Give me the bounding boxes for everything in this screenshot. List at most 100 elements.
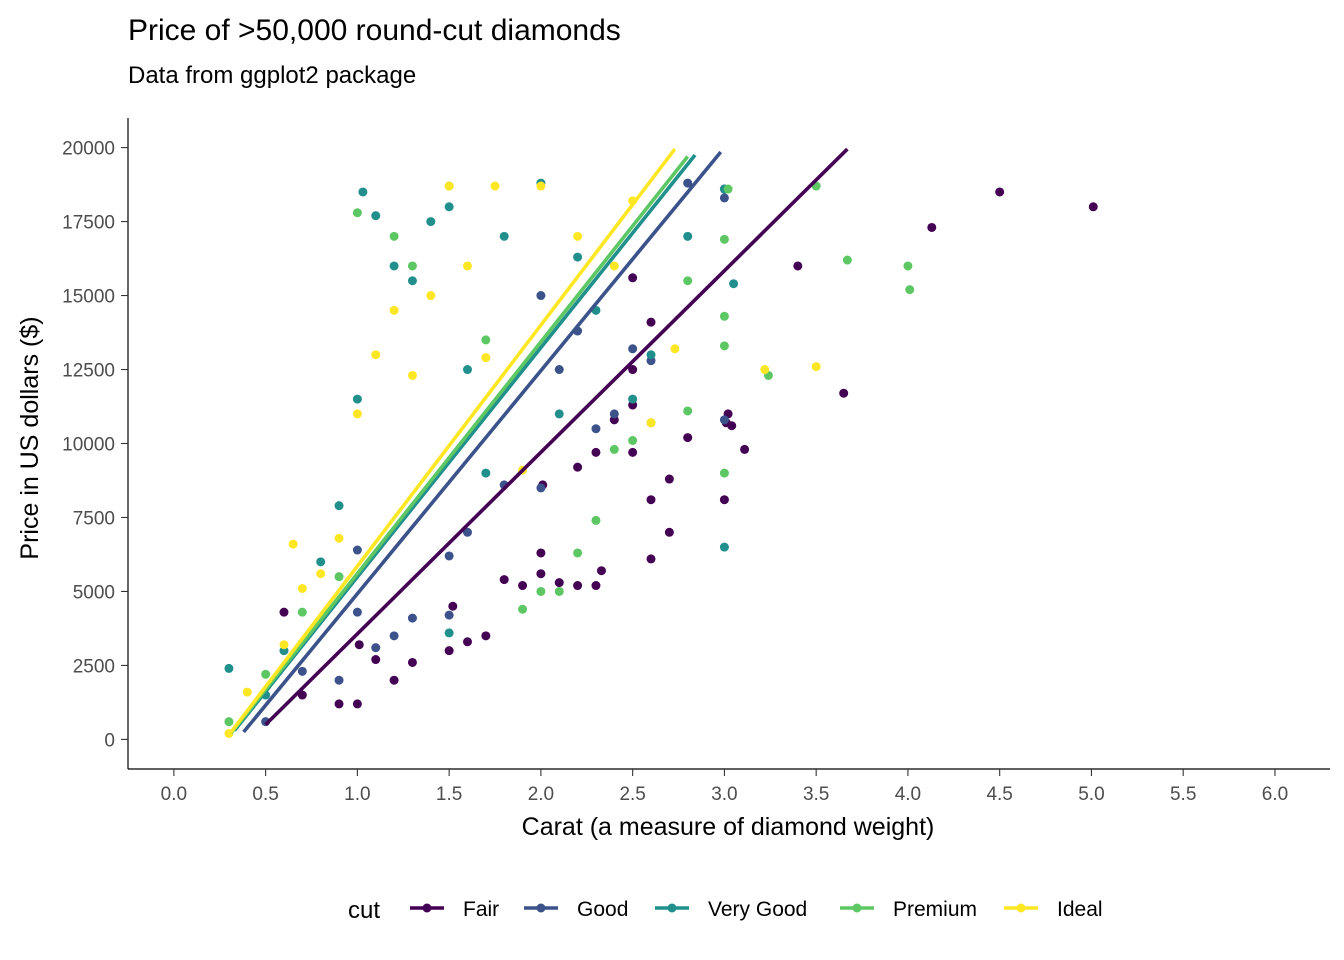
data-point (664, 527, 674, 537)
data-point (389, 261, 399, 271)
legend-item-ideal: Ideal (1004, 898, 1103, 921)
x-tick-label: 2.0 (528, 784, 554, 805)
y-tick-label: 2500 (73, 656, 115, 677)
y-axis-ticks: 0 2500 5000 7500 10000 12500 15000 17500 20000 (62, 139, 128, 751)
y-tick-label: 20000 (62, 139, 115, 160)
legend-key-point (536, 903, 546, 913)
data-point (444, 551, 454, 561)
data-point (591, 424, 601, 434)
x-tick-label: 5.0 (1078, 784, 1104, 805)
data-point (224, 717, 234, 727)
y-axis-title: Price in US dollars ($) (16, 316, 44, 559)
data-point (554, 365, 564, 375)
trend-line-premium (229, 155, 690, 735)
data-point (740, 444, 750, 454)
data-point (683, 276, 693, 286)
data-point (719, 468, 729, 478)
data-point (481, 353, 491, 363)
data-point (279, 607, 289, 617)
data-point (481, 468, 491, 478)
data-point (407, 657, 417, 667)
legend-label: Very Good (708, 898, 807, 921)
data-point (261, 669, 271, 679)
series-ideal-points (224, 181, 821, 738)
data-point (683, 433, 693, 443)
x-tick-label: 0.5 (252, 784, 278, 805)
data-point (288, 539, 298, 549)
trend-lines (227, 147, 849, 737)
data-point (462, 637, 472, 647)
x-tick-label: 0.0 (161, 784, 187, 805)
data-point (609, 409, 619, 419)
data-point (224, 663, 234, 673)
data-point (490, 181, 500, 191)
x-tick-label: 5.5 (1170, 784, 1196, 805)
data-point (596, 566, 606, 576)
data-point (358, 187, 368, 197)
data-point (719, 234, 729, 244)
x-tick-label: 6.0 (1262, 784, 1288, 805)
data-point (727, 421, 737, 431)
data-point (723, 184, 733, 194)
data-point (389, 631, 399, 641)
data-point (407, 613, 417, 623)
data-point (389, 305, 399, 315)
data-point (426, 291, 436, 301)
data-point (499, 231, 509, 241)
data-point (995, 187, 1005, 197)
data-point (628, 344, 638, 354)
data-point (628, 447, 638, 457)
data-point (352, 409, 362, 419)
data-point (407, 261, 417, 271)
data-point (1088, 202, 1098, 212)
data-point (719, 311, 729, 321)
data-point (334, 572, 344, 582)
data-point (354, 640, 364, 650)
data-point (628, 273, 638, 283)
data-point (352, 545, 362, 555)
trend-line-ideal (227, 147, 677, 737)
data-point (536, 483, 546, 493)
data-point (683, 231, 693, 241)
data-point (573, 231, 583, 241)
data-point (719, 341, 729, 351)
data-point (334, 533, 344, 543)
data-point (371, 655, 381, 665)
data-point (444, 202, 454, 212)
data-point (628, 365, 638, 375)
data-point (297, 607, 307, 617)
data-point (407, 370, 417, 380)
data-point (905, 285, 915, 295)
series-premium-points (224, 181, 915, 727)
data-point (371, 643, 381, 653)
x-axis-ticks: 0.0 0.5 1.0 1.5 2.0 2.5 3.0 3.5 4.0 4.5 5.0 5.5 6.0 (161, 769, 1288, 805)
legend-label: Fair (463, 898, 499, 921)
legend-key-point (667, 903, 677, 913)
data-point (242, 687, 252, 697)
data-point (499, 575, 509, 585)
data-point (407, 276, 417, 286)
data-point (518, 581, 528, 591)
x-tick-label: 1.0 (344, 784, 370, 805)
data-point (628, 394, 638, 404)
data-point (481, 631, 491, 641)
y-tick-label: 5000 (73, 582, 115, 603)
data-point (554, 409, 564, 419)
data-point (646, 317, 656, 327)
series-good-points (261, 178, 729, 727)
legend-key-point (422, 903, 432, 913)
data-point (927, 222, 937, 232)
data-point (664, 474, 674, 484)
data-point (334, 675, 344, 685)
x-tick-label: 2.5 (619, 784, 645, 805)
data-point (719, 193, 729, 203)
data-point (811, 362, 821, 372)
data-point (646, 495, 656, 505)
x-tick-label: 1.5 (436, 784, 462, 805)
data-point (536, 569, 546, 579)
data-point (719, 542, 729, 552)
data-point (352, 394, 362, 404)
legend-item-good: Good (524, 898, 628, 921)
data-point (683, 406, 693, 416)
legend-label: Ideal (1057, 898, 1103, 921)
